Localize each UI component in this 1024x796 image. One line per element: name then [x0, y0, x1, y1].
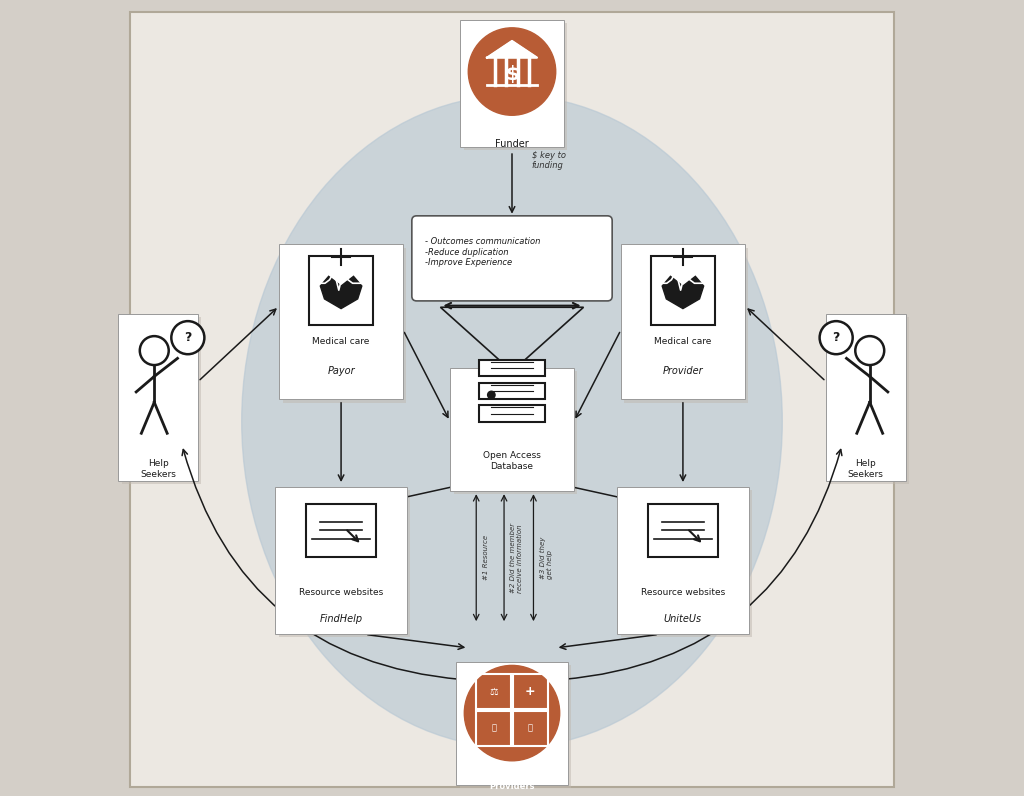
Circle shape: [140, 336, 169, 365]
FancyBboxPatch shape: [479, 405, 545, 422]
FancyBboxPatch shape: [479, 360, 545, 377]
Text: Resource websites: Resource websites: [299, 587, 383, 597]
FancyBboxPatch shape: [829, 317, 908, 484]
Text: Provider: Provider: [663, 366, 703, 377]
Text: ?: ?: [184, 331, 191, 344]
FancyBboxPatch shape: [479, 383, 545, 399]
FancyBboxPatch shape: [648, 504, 718, 557]
FancyBboxPatch shape: [412, 216, 612, 301]
Circle shape: [468, 28, 556, 115]
FancyBboxPatch shape: [826, 314, 905, 481]
FancyBboxPatch shape: [279, 490, 410, 637]
FancyBboxPatch shape: [306, 504, 376, 557]
Text: - Outcomes communication
-Reduce duplication
-Improve Experience: - Outcomes communication -Reduce duplica…: [425, 237, 540, 267]
FancyBboxPatch shape: [621, 490, 752, 637]
FancyBboxPatch shape: [650, 256, 715, 325]
FancyBboxPatch shape: [130, 12, 894, 787]
FancyBboxPatch shape: [625, 248, 748, 403]
Text: Help
Seekers: Help Seekers: [140, 459, 176, 478]
Text: Help
Seekers: Help Seekers: [848, 459, 884, 478]
Circle shape: [171, 321, 205, 354]
Polygon shape: [321, 276, 361, 309]
FancyBboxPatch shape: [460, 665, 570, 788]
Text: ?: ?: [833, 331, 840, 344]
FancyBboxPatch shape: [461, 20, 563, 147]
Text: Funder: Funder: [496, 139, 528, 149]
Polygon shape: [487, 41, 537, 57]
FancyBboxPatch shape: [275, 487, 407, 634]
Circle shape: [464, 665, 560, 761]
FancyBboxPatch shape: [622, 244, 744, 400]
FancyBboxPatch shape: [122, 317, 201, 484]
Text: UniteUs: UniteUs: [664, 614, 702, 623]
FancyBboxPatch shape: [280, 244, 402, 400]
Text: #2 Did the member
receive information: #2 Did the member receive information: [510, 523, 523, 593]
Text: FindHelp: FindHelp: [319, 614, 362, 623]
Polygon shape: [663, 276, 703, 309]
FancyBboxPatch shape: [309, 256, 374, 325]
FancyBboxPatch shape: [283, 248, 406, 403]
Text: Resource websites: Resource websites: [641, 587, 725, 597]
Circle shape: [819, 321, 853, 354]
Text: +: +: [525, 685, 536, 698]
Text: #1 Resource: #1 Resource: [482, 535, 488, 580]
Text: Medical care: Medical care: [312, 338, 370, 346]
Text: 🚐: 🚐: [492, 724, 497, 733]
FancyBboxPatch shape: [451, 368, 573, 491]
FancyBboxPatch shape: [454, 371, 577, 494]
Text: Service
Providers: Service Providers: [489, 771, 535, 790]
FancyBboxPatch shape: [119, 314, 198, 481]
Text: $ key to
funding: $ key to funding: [531, 151, 566, 170]
Text: $: $: [505, 64, 519, 84]
Text: 🏠: 🏠: [527, 724, 532, 733]
FancyBboxPatch shape: [457, 661, 567, 785]
Text: Medical care: Medical care: [654, 338, 712, 346]
Circle shape: [855, 336, 884, 365]
Text: Payor: Payor: [328, 366, 355, 377]
Text: ⚖: ⚖: [489, 687, 498, 696]
Circle shape: [487, 391, 495, 399]
Text: Open Access
Database: Open Access Database: [483, 451, 541, 470]
FancyBboxPatch shape: [617, 487, 749, 634]
FancyBboxPatch shape: [464, 23, 567, 150]
Text: #3 Did they
get help: #3 Did they get help: [540, 537, 553, 579]
Ellipse shape: [242, 96, 782, 747]
